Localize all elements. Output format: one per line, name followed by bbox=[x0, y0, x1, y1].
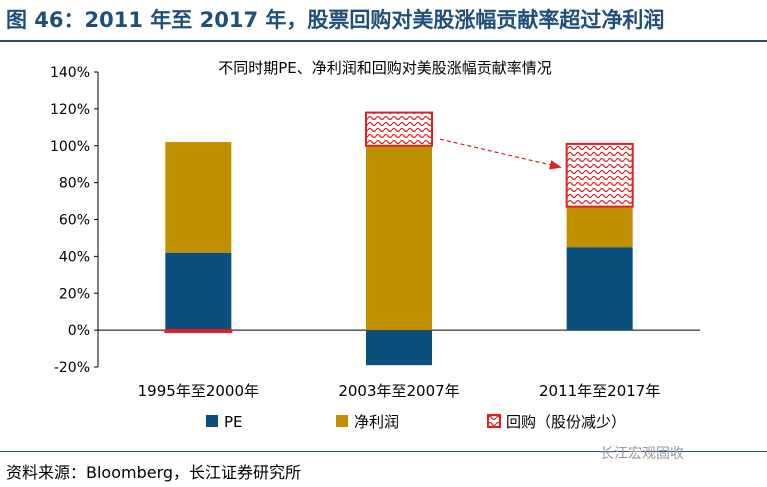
trend-arrow bbox=[439, 138, 562, 170]
legend-swatch-buyback bbox=[487, 414, 501, 428]
y-tick-label: 80% bbox=[59, 176, 90, 192]
bar-pe-1 bbox=[165, 252, 232, 331]
y-tick-label: 40% bbox=[59, 249, 90, 265]
y-tick-label: 20% bbox=[59, 286, 90, 302]
y-tick-label: 0% bbox=[68, 323, 90, 339]
bar-net-profit-1 bbox=[165, 142, 232, 253]
bar-net-profit-2 bbox=[366, 145, 432, 331]
title-divider bbox=[0, 40, 767, 42]
bar-net-profit-3 bbox=[566, 206, 633, 248]
bar-buyback-2 bbox=[365, 111, 433, 147]
legend-label-net-profit: 净利润 bbox=[354, 413, 399, 431]
x-tick-label: 1995年至2000年 bbox=[138, 382, 259, 400]
y-tick-label: -20% bbox=[54, 360, 90, 376]
bar-buyback-1 bbox=[164, 329, 233, 333]
chart-title: 不同时期PE、净利润和回购对美股涨幅贡献率情况 bbox=[218, 59, 552, 77]
bar-buyback-3 bbox=[565, 142, 634, 208]
bar-pe-3 bbox=[566, 247, 633, 331]
y-tick-label: 120% bbox=[50, 102, 90, 118]
legend-label-buyback: 回购（股份减少） bbox=[506, 413, 626, 431]
source-note: 资料来源：Bloomberg，长江证券研究所 bbox=[6, 463, 302, 482]
source-divider bbox=[0, 451, 767, 452]
y-tick-label: 60% bbox=[59, 213, 90, 229]
figure-title: 图 46：2011 年至 2017 年，股票回购对美股涨幅贡献率超过净利润 bbox=[6, 8, 665, 32]
legend-label-pe: PE bbox=[224, 413, 243, 431]
x-tick-label: 2003年至2007年 bbox=[338, 382, 459, 400]
y-tick-label: 140% bbox=[50, 65, 90, 81]
bar-pe-2 bbox=[366, 330, 432, 366]
legend-swatch-pe bbox=[206, 415, 218, 427]
watermark: 长江宏观固收 bbox=[600, 446, 684, 462]
legend-swatch-net-profit bbox=[336, 415, 348, 427]
y-tick-label: 100% bbox=[50, 139, 90, 155]
x-tick-label: 2011年至2017年 bbox=[539, 382, 660, 400]
